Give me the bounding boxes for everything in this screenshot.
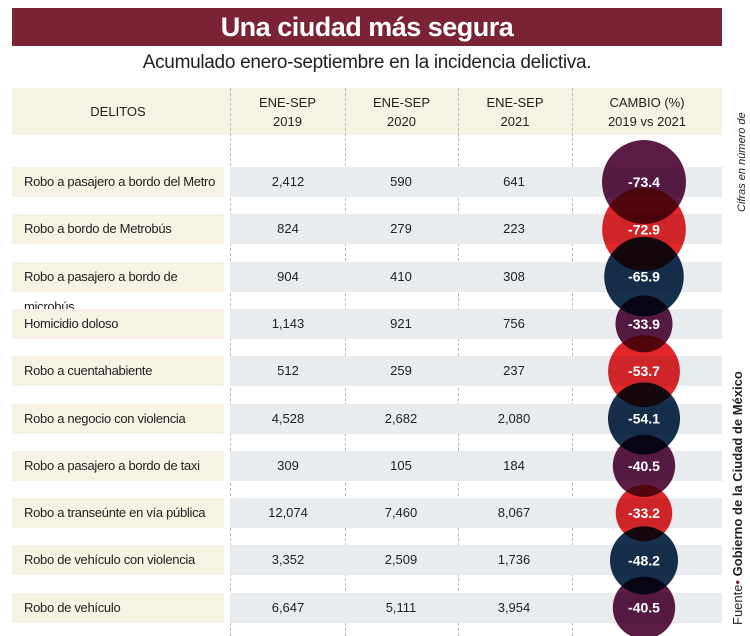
change-bubble: [604, 236, 684, 317]
change-label: -53.7: [628, 363, 660, 379]
row-label: Robo de vehículo: [12, 592, 224, 623]
change-label: -33.2: [628, 505, 660, 521]
change-bubble: [615, 484, 673, 542]
change-label: -33.9: [628, 316, 660, 332]
cell-y2021: 3,954: [497, 599, 531, 615]
page-title: Una ciudad más segura: [12, 8, 722, 46]
row-label: Robo de vehículo con violencia: [12, 545, 224, 576]
cell-y2020: 279: [390, 221, 412, 237]
cell-y2020: 7,460: [384, 505, 418, 521]
column-header: CAMBIO (%) 2019 vs 2021: [572, 88, 722, 135]
change-bubble: [607, 382, 681, 455]
change-label: -48.2: [628, 552, 660, 568]
cell-y2019: 3,352: [271, 552, 305, 568]
source-label: Fuente: [730, 584, 745, 625]
cell-y2020: 105: [390, 457, 412, 473]
cell-y2020: 2,682: [384, 410, 418, 426]
cell-y2019: 12,074: [268, 505, 308, 521]
column-header: ENE-SEP 2020: [345, 88, 458, 135]
cell-y2020: 410: [390, 268, 412, 284]
header-line1: ENE-SEP: [486, 94, 544, 110]
header-line2: 2019: [273, 113, 302, 129]
header-line1: CAMBIO (%): [609, 94, 685, 110]
header-line2: 2019 vs 2021: [607, 113, 687, 129]
cell-y2021: 308: [503, 268, 525, 284]
cell-y2021: 237: [503, 363, 525, 379]
change-label: -73.4: [628, 174, 660, 190]
row-label: Robo a pasajero a bordo de microbús: [12, 261, 224, 314]
change-bubble: [615, 295, 673, 353]
change-label: -40.5: [628, 458, 660, 474]
column-header: DELITOS: [12, 88, 224, 135]
cell-y2019: 2,412: [271, 174, 305, 189]
cell-y2021: 756: [503, 315, 525, 331]
row-label: Robo a bordo de Metrobús: [12, 214, 224, 245]
cell-y2020: 921: [390, 315, 412, 331]
header-line2: 2020: [387, 113, 416, 129]
cell-y2021: 2,080: [497, 410, 531, 426]
cell-y2020: 5,111: [385, 599, 417, 615]
change-bubble: [612, 434, 676, 497]
change-label: -72.9: [628, 221, 660, 237]
cell-y2019: 512: [277, 363, 299, 379]
header-line2: 2021: [500, 113, 530, 129]
cell-y2021: 8,067: [497, 505, 531, 521]
header-line1: DELITOS: [90, 104, 146, 119]
column-header: ENE-SEP 2021: [458, 88, 572, 135]
cell-y2021: 223: [503, 221, 525, 237]
cell-y2020: 259: [390, 363, 412, 379]
cell-y2019: 1,143: [271, 315, 305, 331]
source-note: Fuente• Gobierno de la Ciudad de México: [730, 371, 745, 625]
row-label: Robo a negocio con violencia: [12, 403, 224, 434]
cell-y2019: 309: [277, 457, 299, 473]
cell-y2021: 1,736: [497, 552, 531, 568]
change-bubble: [609, 526, 679, 595]
row-label: Robo a transeúnte en vía pública: [12, 498, 224, 529]
change-label: -40.5: [628, 600, 660, 616]
table-header: [12, 88, 722, 135]
cell-y2019: 6,647: [271, 599, 305, 615]
cell-y2020: 590: [390, 174, 412, 189]
change-label: -65.9: [628, 269, 660, 285]
cell-y2021: 641: [503, 174, 525, 189]
cell-y2019: 824: [277, 221, 299, 237]
change-label: -54.1: [628, 411, 660, 427]
header-line1: ENE-SEP: [372, 94, 431, 110]
row-label: Robo a pasajero a bordo del Metro: [12, 167, 224, 197]
subtitle: Acumulado enero-septiembre en la inciden…: [142, 52, 592, 73]
change-bubble: [612, 576, 676, 636]
header-line1: ENE-SEP: [258, 94, 317, 110]
cell-y2019: 4,528: [271, 410, 305, 426]
cell-y2019: 904: [277, 268, 299, 284]
row-label: Robo a pasajero a bordo de taxi: [12, 450, 224, 481]
cell-y2021: 184: [503, 457, 525, 473]
side-note: Cifras en número de casos: [736, 112, 750, 212]
row-label: Homicidio doloso: [12, 308, 224, 339]
source-name: Gobierno de la Ciudad de México: [730, 371, 745, 577]
cell-y2020: 2,509: [384, 552, 418, 568]
row-label: Robo a cuentahabiente: [12, 356, 224, 387]
column-header: ENE-SEP 2019: [230, 88, 345, 135]
